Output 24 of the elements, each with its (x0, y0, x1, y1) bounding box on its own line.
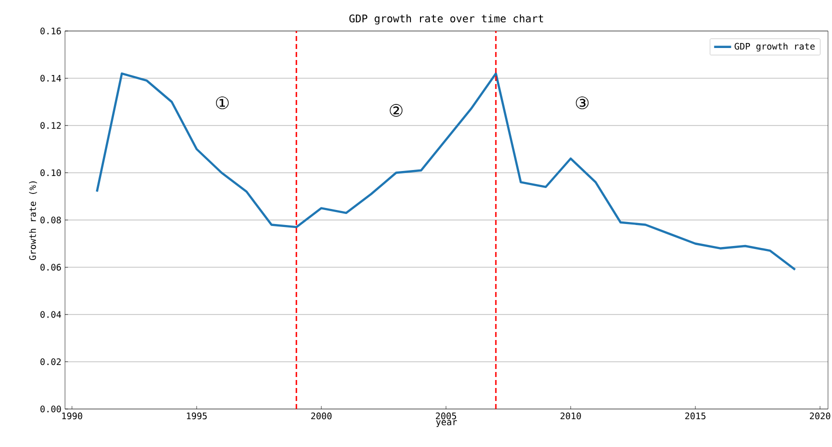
y-tick-label: 0.06 (40, 264, 61, 271)
y-tick-label: 0.14 (40, 74, 62, 82)
x-tick-label: 2020 (810, 412, 830, 420)
x-tick-label: 1995 (186, 412, 207, 420)
y-tick-label: 0.08 (40, 216, 61, 224)
x-tick-label: 2000 (311, 412, 332, 420)
chart-title: GDP growth rate over time chart (349, 14, 544, 24)
x-axis-title: year (436, 420, 457, 428)
y-axis-title: Growth rate (%) (29, 181, 38, 260)
annotation: ③ (576, 96, 589, 110)
y-tick-label: 0.12 (40, 122, 61, 129)
x-tick-label: 2015 (685, 412, 706, 420)
annotation: ① (216, 96, 229, 110)
y-tick-label: 0.04 (40, 311, 62, 318)
legend-label: GDP growth rate (734, 42, 815, 52)
x-tick-label: 2010 (560, 412, 581, 420)
y-tick-label: 0.00 (40, 406, 61, 412)
y-tick-label: 0.10 (40, 169, 61, 176)
y-tick-label: 0.02 (40, 358, 61, 366)
annotation: ② (390, 104, 402, 117)
x-tick-label: 2005 (436, 412, 456, 420)
y-tick-label: 0.16 (40, 28, 61, 34)
x-tick-label: 1990 (62, 412, 82, 420)
line-series (96, 72, 796, 271)
